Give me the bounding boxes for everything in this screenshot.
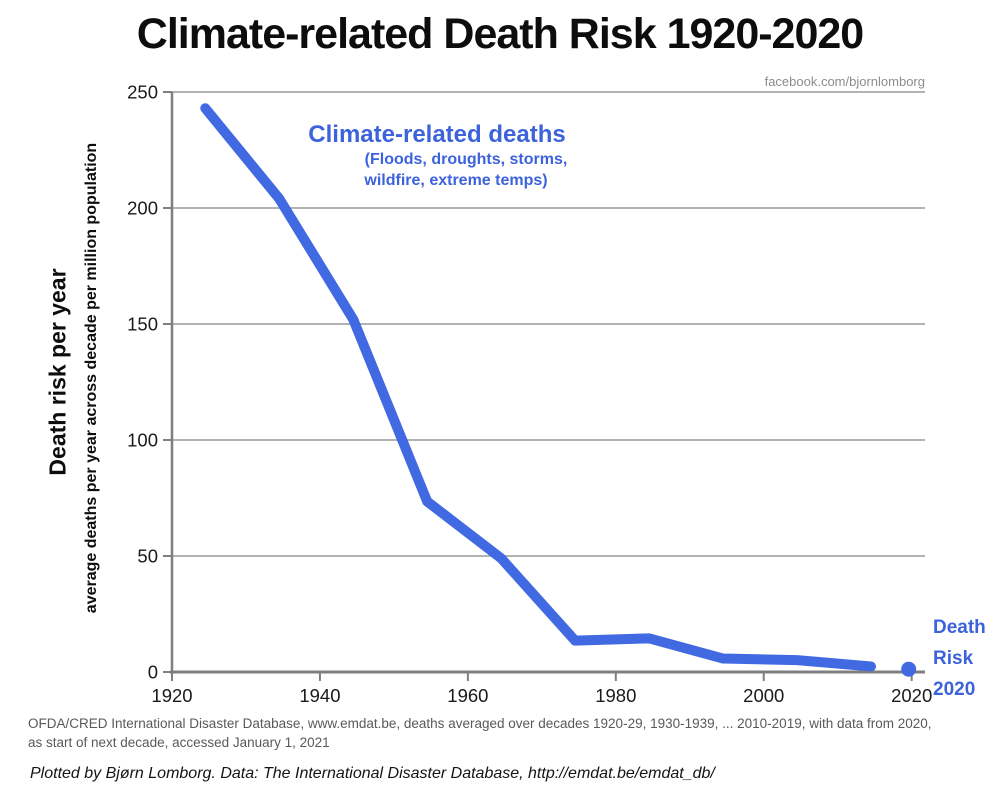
- source-note-line2: as start of next decade, accessed Januar…: [28, 735, 330, 750]
- y-tick-label: 0: [148, 662, 158, 683]
- chart-title: Climate-related Death Risk 1920-2020: [136, 10, 864, 58]
- y-tick-label: 150: [127, 314, 158, 335]
- x-tick-label: 1920: [151, 685, 192, 706]
- death-risk-2020-label: Death Risk 2020: [933, 612, 986, 705]
- x-tick-label: 2000: [743, 685, 784, 706]
- death-risk-2020-point: [901, 661, 917, 677]
- y-tick-label: 100: [127, 430, 158, 451]
- y-tick-label: 200: [127, 198, 158, 219]
- source-note-line1: OFDA/CRED International Disaster Databas…: [28, 716, 932, 731]
- x-tick-label: 2020: [891, 685, 932, 706]
- death-risk-2020-line1: Death: [933, 617, 986, 638]
- y-tick-label: 250: [127, 82, 158, 103]
- credit-note: Plotted by Bjørn Lomborg. Data: The Inte…: [30, 765, 715, 782]
- x-tick-label: 1960: [447, 685, 488, 706]
- y-axis-title: Death risk per year: [44, 268, 71, 476]
- source-note: OFDA/CRED International Disaster Databas…: [28, 714, 983, 752]
- y-axis-subtitle: average deaths per year across decade pe…: [83, 142, 100, 614]
- death-risk-2020-line3: 2020: [933, 679, 976, 700]
- series-annotation-heading: Climate-related deaths: [308, 121, 566, 148]
- series-annotation-detail-1: (Floods, droughts, storms,: [364, 151, 568, 168]
- climate-deaths-line: [200, 103, 877, 672]
- x-tick-label: 1940: [299, 685, 340, 706]
- death-risk-2020-line2: Risk: [933, 648, 974, 669]
- x-tick-label: 1980: [595, 685, 636, 706]
- watermark-url: facebook.com/bjornlomborg: [764, 74, 925, 89]
- y-tick-label: 50: [137, 546, 158, 567]
- series-annotation-detail-2: wildfire, extreme temps): [364, 172, 548, 189]
